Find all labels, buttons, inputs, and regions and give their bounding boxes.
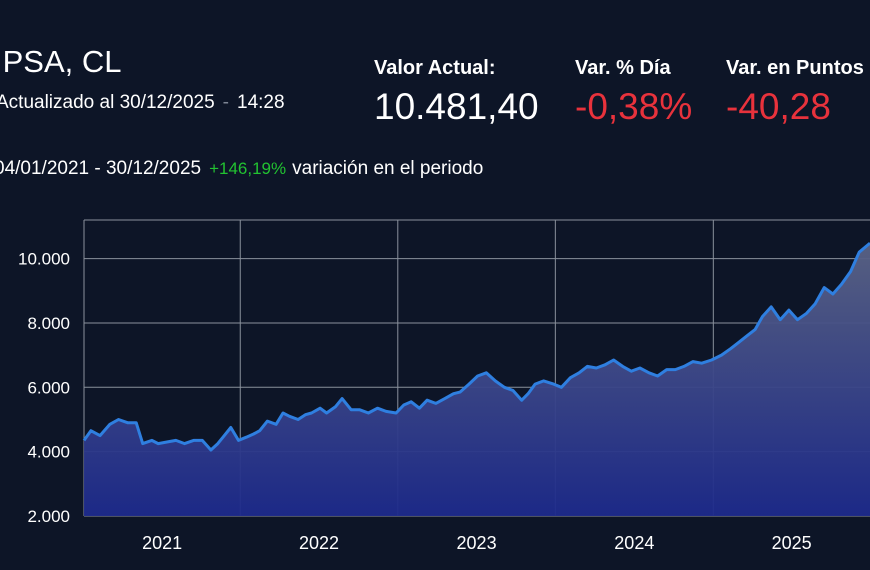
x-axis: 2021 2022 2023 2024 2025 <box>142 533 812 553</box>
y-tick-label: 2.000 <box>27 507 70 526</box>
x-tick-label: 2025 <box>772 533 812 553</box>
updated-date: 30/12/2025 <box>119 92 215 113</box>
period-variation: +146,19% <box>209 159 287 178</box>
updated-time: 14:28 <box>237 92 285 113</box>
index-title: IPSA, CL <box>0 44 122 79</box>
updated-separator: - <box>222 92 229 113</box>
daily-pct-change: -0,38% <box>575 86 693 127</box>
period-end: 30/12/2025 <box>105 158 202 179</box>
last-updated: Actualizado al 30/12/2025-14:28 <box>0 92 285 114</box>
daily-pct-change-label: Var. % Día <box>575 57 671 79</box>
x-tick-label: 2022 <box>299 533 339 553</box>
y-tick-label: 6.000 <box>27 378 70 397</box>
points-change-label: Var. en Puntos <box>726 57 864 79</box>
x-tick-label: 2021 <box>142 533 182 553</box>
y-tick-label: 10.000 <box>18 250 70 269</box>
y-tick-label: 8.000 <box>27 314 70 333</box>
current-value: 10.481,40 <box>374 86 539 127</box>
y-axis: 2.000 4.000 6.000 8.000 10.000 <box>18 250 70 526</box>
period-start: 04/01/2021 <box>0 158 90 179</box>
updated-label: Actualizado al <box>0 92 115 113</box>
y-tick-label: 4.000 <box>27 443 70 462</box>
x-tick-label: 2024 <box>614 533 654 553</box>
price-area <box>84 243 870 516</box>
period-separator: - <box>94 158 101 179</box>
points-change: -40,28 <box>726 86 831 127</box>
current-value-label: Valor Actual: <box>374 57 496 79</box>
x-tick-label: 2023 <box>457 533 497 553</box>
period-suffix: variación en el periodo <box>292 158 484 179</box>
price-line <box>82 241 870 452</box>
period-summary: 04/01/2021 - 30/12/2025 +146,19% variación… <box>0 158 483 180</box>
